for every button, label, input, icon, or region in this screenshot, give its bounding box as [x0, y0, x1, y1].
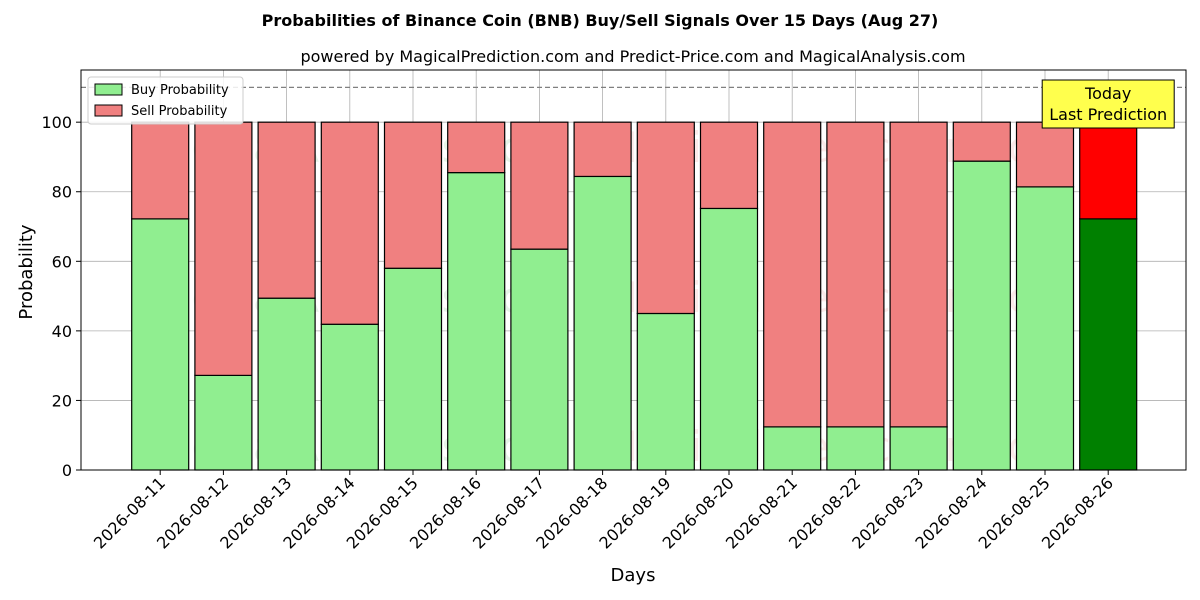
- sell-bar: [573, 121, 632, 178]
- buy-bar: [1015, 186, 1075, 471]
- buy-bar: [320, 323, 379, 471]
- x-axis-label: Days: [611, 565, 656, 586]
- legend-label: Buy Probability: [131, 83, 229, 98]
- sell-bar: [1079, 121, 1138, 220]
- plot-frame: [80, 69, 1187, 471]
- buy-bar: [763, 426, 822, 471]
- y-tick-label: 0: [62, 461, 72, 480]
- buy-bar: [889, 426, 948, 471]
- sell-bar: [510, 121, 569, 250]
- buy-bar: [510, 248, 569, 471]
- today-annotation: Today Last Prediction: [1041, 79, 1175, 129]
- sell-bar: [257, 121, 316, 299]
- y-tick-label: 40: [52, 322, 72, 341]
- y-tick-label: 60: [52, 252, 72, 271]
- x-axis-ticks: 2026-08-112026-08-122026-08-132026-08-14…: [90, 470, 1117, 553]
- sell-bar: [194, 121, 253, 376]
- legend-swatch: [94, 104, 123, 117]
- y-tick-label: 20: [52, 391, 72, 410]
- y-tick-label: 80: [52, 183, 72, 202]
- legend-label: Sell Probability: [131, 104, 228, 119]
- buy-bar: [257, 297, 316, 471]
- chart-subtitle: powered by MagicalPrediction.com and Pre…: [300, 47, 965, 66]
- buy-bar: [636, 312, 695, 471]
- sell-bar: [383, 121, 443, 269]
- buy-bar: [131, 218, 190, 471]
- sell-bar: [447, 121, 506, 174]
- sell-bar: [699, 121, 759, 210]
- buy-bar: [1079, 218, 1138, 471]
- y-axis-ticks: 0 20 40 60 80 100: [41, 113, 81, 480]
- legend: Buy Probability Sell Probability: [87, 76, 244, 125]
- buy-bar: [383, 267, 443, 471]
- y-axis-label: Probability: [16, 224, 37, 319]
- sell-bar: [320, 121, 379, 325]
- sell-bar: [763, 121, 822, 428]
- buy-bar: [826, 426, 885, 471]
- annotation-text: Today: [1084, 84, 1131, 103]
- y-tick-label: 100: [41, 113, 72, 132]
- sell-bar: [826, 121, 885, 428]
- sell-bar: [131, 121, 190, 220]
- bar-series: [131, 121, 1138, 471]
- buy-bar: [699, 207, 759, 471]
- sell-bar: [1015, 121, 1075, 188]
- legend-swatch: [94, 83, 123, 96]
- sell-bar: [636, 121, 695, 315]
- chart-title: Probabilities of Binance Coin (BNB) Buy/…: [262, 11, 939, 30]
- buy-bar: [573, 175, 632, 471]
- sell-bar: [889, 121, 948, 428]
- annotation-text: Last Prediction: [1049, 105, 1167, 124]
- sell-bar: [952, 121, 1011, 162]
- buy-bar: [952, 160, 1011, 471]
- buy-bar: [447, 172, 506, 471]
- legend-box: [87, 76, 244, 125]
- annotation-box: [1041, 79, 1175, 129]
- buy-bar: [194, 374, 253, 471]
